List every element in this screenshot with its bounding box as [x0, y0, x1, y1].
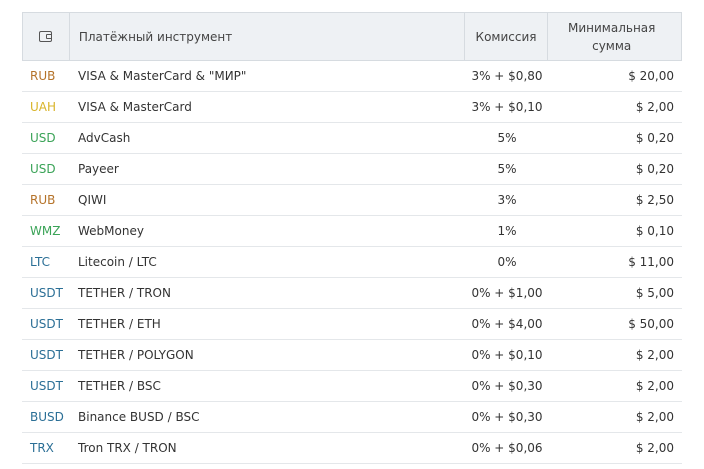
instrument-name: VISA & MasterCard	[78, 100, 192, 114]
commission-value: 0% + $4,00	[471, 317, 543, 331]
commission-value: 0% + $0,30	[471, 379, 543, 393]
currency-code: LTC	[30, 255, 51, 269]
table-row: RUB VISA & MasterCard & "МИР" 3% + $0,80 $ …	[22, 61, 682, 92]
table-row: USDT TETHER / POLYGON 0% + $0,10 $ 2,00	[22, 340, 682, 371]
currency-code: USDT	[30, 317, 63, 331]
table-row: USDT TETHER / BSC 0% + $0,30 $ 2,00	[22, 371, 682, 402]
min-amount-value: $ 50,00	[628, 317, 674, 331]
table-row: USDT TETHER / ETH 0% + $4,00 $ 50,00	[22, 309, 682, 340]
header-min-line1: Минимальная	[568, 20, 656, 35]
commission-value: 0% + $0,30	[471, 410, 543, 424]
instrument-name: QIWI	[78, 193, 107, 207]
min-amount-value: $ 11,00	[628, 255, 674, 269]
commission-value: 5%	[497, 131, 517, 145]
currency-code: USDT	[30, 379, 63, 393]
min-amount-value: $ 2,50	[635, 193, 674, 207]
table-row: USDT TETHER / TRON 0% + $1,00 $ 5,00	[22, 278, 682, 309]
min-amount-value: $ 0,20	[635, 131, 674, 145]
commission-value: 0% + $0,10	[471, 348, 543, 362]
table-row: RUB QIWI 3% $ 2,50	[22, 185, 682, 216]
payment-methods-table: Платёжный инструмент Комиссия Минимальна…	[22, 12, 682, 464]
commission-value: 0% + $1,00	[471, 286, 543, 300]
instrument-name: Binance BUSD / BSC	[78, 410, 200, 424]
instrument-name: VISA & MasterCard & "МИР"	[78, 69, 247, 83]
header-min-line2: сумма	[592, 38, 632, 53]
currency-code: USD	[30, 162, 56, 176]
min-amount-value: $ 5,00	[635, 286, 674, 300]
min-amount-value: $ 20,00	[628, 69, 674, 83]
commission-value: 3% + $0,10	[471, 100, 543, 114]
min-amount-value: $ 0,10	[635, 224, 674, 238]
commission-value: 0% + $0,06	[471, 441, 543, 455]
min-amount-value: $ 2,00	[635, 410, 674, 424]
min-amount-value: $ 0,20	[635, 162, 674, 176]
min-amount-value: $ 2,00	[635, 379, 674, 393]
table-row: WMZ WebMoney 1% $ 0,10	[22, 216, 682, 247]
commission-value: 3% + $0,80	[471, 69, 543, 83]
instrument-name: Payeer	[78, 162, 119, 176]
table-body: RUB VISA & MasterCard & "МИР" 3% + $0,80 $ …	[22, 61, 682, 464]
currency-code: USD	[30, 131, 56, 145]
currency-code: TRX	[30, 441, 54, 455]
currency-code: RUB	[30, 193, 56, 207]
table-row: TRX Tron TRX / TRON 0% + $0,06 $ 2,00	[22, 433, 682, 464]
instrument-name: TETHER / BSC	[78, 379, 161, 393]
table-row: BUSD Binance BUSD / BSC 0% + $0,30 $ 2,00	[22, 402, 682, 433]
min-amount-value: $ 2,00	[635, 100, 674, 114]
currency-code: WMZ	[30, 224, 61, 238]
instrument-name: Litecoin / LTC	[78, 255, 157, 269]
currency-code: UAH	[30, 100, 57, 114]
instrument-name: TETHER / TRON	[78, 286, 171, 300]
header-instrument: Платёжный инструмент	[70, 13, 465, 60]
currency-code: USDT	[30, 348, 63, 362]
commission-value: 3%	[497, 193, 517, 207]
header-commission: Комиссия	[465, 13, 549, 60]
currency-code: BUSD	[30, 410, 64, 424]
instrument-name: AdvCash	[78, 131, 131, 145]
currency-code: RUB	[30, 69, 56, 83]
header-min-amount: Минимальная сумма	[548, 13, 681, 60]
instrument-name: TETHER / ETH	[78, 317, 161, 331]
table-row: USD AdvCash 5% $ 0,20	[22, 123, 682, 154]
instrument-name: TETHER / POLYGON	[78, 348, 194, 362]
instrument-name: Tron TRX / TRON	[78, 441, 177, 455]
table-row: UAH VISA & MasterCard 3% + $0,10 $ 2,00	[22, 92, 682, 123]
wallet-icon	[39, 31, 53, 42]
currency-code: USDT	[30, 286, 63, 300]
min-amount-value: $ 2,00	[635, 441, 674, 455]
min-amount-value: $ 2,00	[635, 348, 674, 362]
commission-value: 5%	[497, 162, 517, 176]
table-header: Платёжный инструмент Комиссия Минимальна…	[22, 12, 682, 61]
commission-value: 1%	[497, 224, 517, 238]
table-row: LTC Litecoin / LTC 0% $ 11,00	[22, 247, 682, 278]
header-wallet-cell	[23, 13, 70, 60]
commission-value: 0%	[497, 255, 517, 269]
instrument-name: WebMoney	[78, 224, 144, 238]
table-row: USD Payeer 5% $ 0,20	[22, 154, 682, 185]
